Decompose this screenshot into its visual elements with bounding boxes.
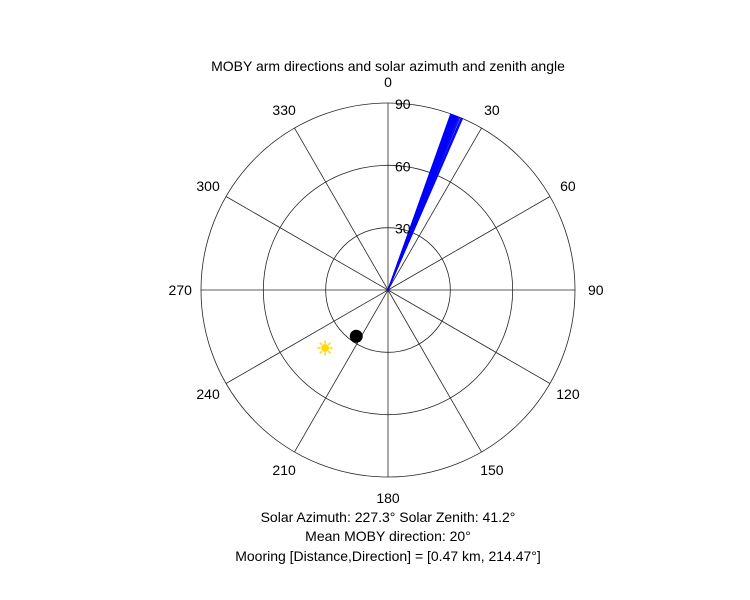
polar-grid <box>200 102 576 478</box>
angle-tick-label: 210 <box>272 462 296 478</box>
sun-ray <box>319 350 323 354</box>
angle-tick-label: 30 <box>484 102 500 118</box>
mooring-text: Mooring [Distance,Direction] = [0.47 km,… <box>235 548 541 564</box>
arm-direction-line <box>387 118 464 291</box>
angle-tick-label: 60 <box>560 178 576 194</box>
sun-icon <box>317 340 333 356</box>
angle-tick-label: 330 <box>272 102 296 118</box>
sun-ray <box>327 350 331 354</box>
sun-core <box>320 343 330 353</box>
angle-grid-spoke <box>387 127 482 291</box>
angle-grid-spoke <box>294 289 389 453</box>
angle-grid-spoke <box>387 289 551 384</box>
radial-tick-label: 60 <box>395 158 411 174</box>
mean-direction-text: Mean MOBY direction: 20° <box>305 528 471 544</box>
angle-tick-label: 120 <box>556 386 580 402</box>
angle-tick-label: 180 <box>376 490 400 506</box>
mooring-marker <box>349 329 363 343</box>
data-layer <box>317 113 464 356</box>
angle-tick-label: 270 <box>169 282 193 298</box>
angle-tick-label: 150 <box>480 462 504 478</box>
sun-ray <box>319 342 323 346</box>
solar-info-text: Solar Azimuth: 227.3° Solar Zenith: 41.2… <box>261 509 516 525</box>
angle-grid-spoke <box>387 289 482 453</box>
label-layer: 0 30 60 90 120 150 180 210 240 270 300 330 30 60 90 <box>169 74 604 506</box>
angle-tick-label: 90 <box>588 282 604 298</box>
angle-grid-spoke <box>387 196 551 291</box>
sun-ray <box>327 342 331 346</box>
angle-tick-label: 300 <box>196 178 220 194</box>
radial-tick-label: 30 <box>395 221 411 237</box>
chart-title: MOBY arm directions and solar azimuth an… <box>211 58 565 74</box>
angle-grid-spoke <box>225 289 389 384</box>
radial-tick-label: 90 <box>395 96 411 112</box>
angle-grid-spoke <box>225 196 389 291</box>
angle-grid-spoke <box>294 127 389 291</box>
angle-tick-label: 240 <box>196 386 220 402</box>
angle-tick-label: 0 <box>384 74 392 90</box>
